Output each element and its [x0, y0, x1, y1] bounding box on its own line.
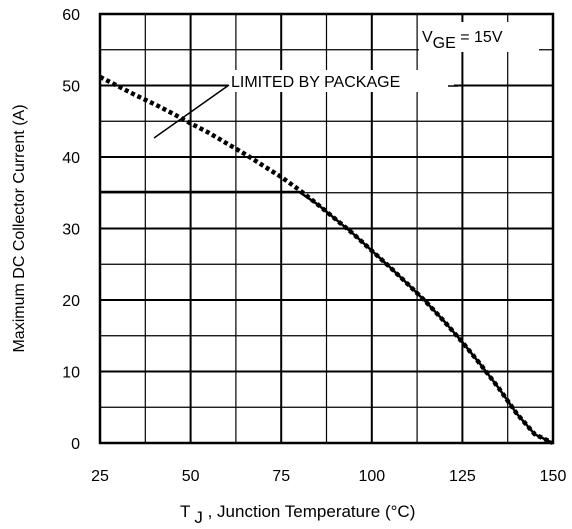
x-tick-label: 75 [272, 468, 290, 485]
y-tick-label: 0 [71, 436, 80, 453]
series-line-solid [100, 190, 554, 445]
limited-by-package-label: LIMITED BY PACKAGE [231, 74, 400, 91]
limited-label-bg [228, 70, 454, 92]
plot-border [98, 12, 555, 445]
y-tick-label: 50 [62, 79, 80, 96]
tick-labels: 25 50 75 100 125 150 0 10 20 30 40 50 60 [62, 7, 566, 485]
y-tick-label: 10 [62, 365, 80, 382]
x-tick-label: 25 [91, 468, 109, 485]
series-group [98, 74, 554, 446]
y-tick-label: 40 [62, 150, 80, 167]
x-tick-label: 50 [182, 468, 200, 485]
y-tick-label: 20 [62, 293, 80, 310]
limited-leader-line [153, 84, 230, 139]
y-tick-label: 30 [62, 222, 80, 239]
x-tick-label: 100 [358, 468, 385, 485]
x-tick-label: 125 [449, 468, 476, 485]
x-tick-label: 150 [540, 468, 567, 485]
plot-frame [98, 12, 555, 445]
y-axis-label: Maximum DC Collector Current (A) [11, 104, 28, 352]
vge-condition-label: VGE = 15V [422, 29, 503, 52]
condition-label-bg [419, 22, 539, 52]
y-tick-label: 60 [62, 7, 80, 24]
annotations: LIMITED BY PACKAGE VGE = 15V [153, 22, 539, 139]
